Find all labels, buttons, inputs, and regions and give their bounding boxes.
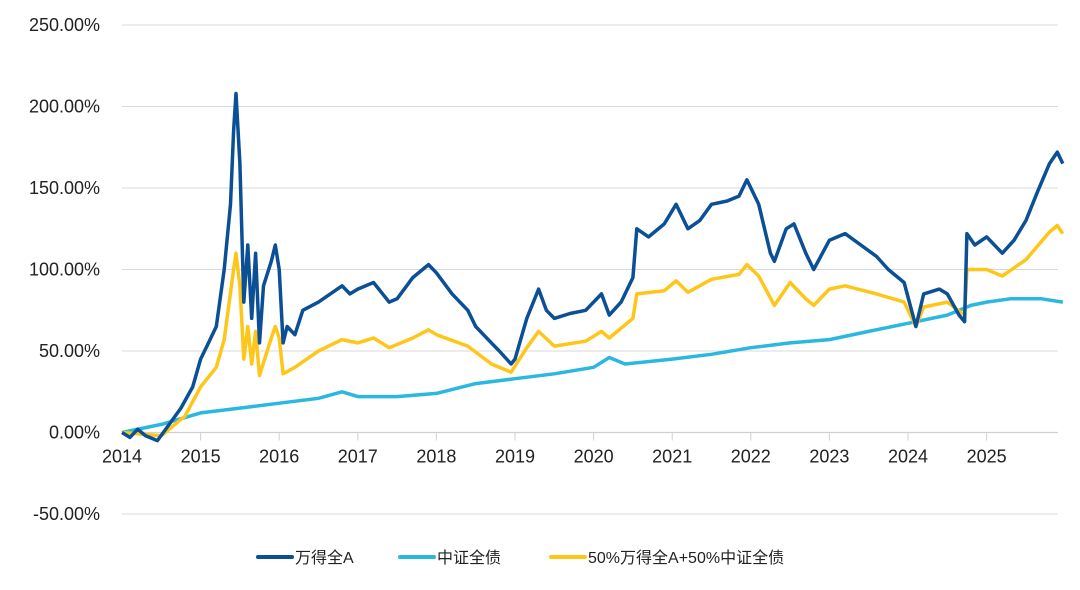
x-tick-label: 2025 — [967, 446, 1007, 466]
x-tick-label: 2017 — [338, 446, 378, 466]
legend-label: 中证全债 — [437, 549, 501, 567]
x-tick-label: 2016 — [259, 446, 299, 466]
y-tick-label: 50.00% — [39, 341, 100, 361]
x-tick-label: 2019 — [495, 446, 535, 466]
x-tick-label: 2022 — [731, 446, 771, 466]
legend-item: 万得全A — [256, 549, 354, 567]
series-line-0 — [121, 91, 1065, 443]
y-tick-label: 200.00% — [29, 97, 100, 117]
legend-label: 万得全A — [295, 549, 354, 567]
y-tick-label: 250.00% — [29, 15, 100, 35]
x-tick-label: 2018 — [416, 446, 456, 466]
x-tick-label: 2023 — [809, 446, 849, 466]
legend: 万得全A 中证全债 50%万得全A+50%中证全债 — [256, 549, 784, 567]
x-tick-label: 2021 — [652, 446, 692, 466]
legend-label: 50%万得全A+50%中证全债 — [588, 549, 784, 567]
x-tick-label: 2015 — [181, 446, 221, 466]
series-lines — [121, 91, 1065, 443]
legend-item: 中证全债 — [398, 549, 501, 567]
y-tick-label: -50.00% — [33, 504, 100, 524]
legend-item: 50%万得全A+50%中证全债 — [549, 549, 784, 567]
y-tick-label: 100.00% — [29, 260, 100, 280]
y-tick-label: 150.00% — [29, 178, 100, 198]
x-tick-label: 2020 — [574, 446, 614, 466]
y-axis-ticks: 250.00% 200.00% 150.00% 100.00% 50.00% 0.00% -… — [29, 15, 100, 524]
series-line-1 — [121, 297, 1064, 435]
x-axis: 2014 2015 2016 2017 2018 2019 2020 2021 2022 2023… — [102, 431, 1058, 466]
x-tick-label: 2014 — [102, 446, 142, 466]
series-line-2 — [121, 223, 1065, 438]
gridlines — [122, 24, 1058, 515]
y-tick-label: 0.00% — [49, 423, 100, 443]
x-tick-label: 2024 — [888, 446, 928, 466]
